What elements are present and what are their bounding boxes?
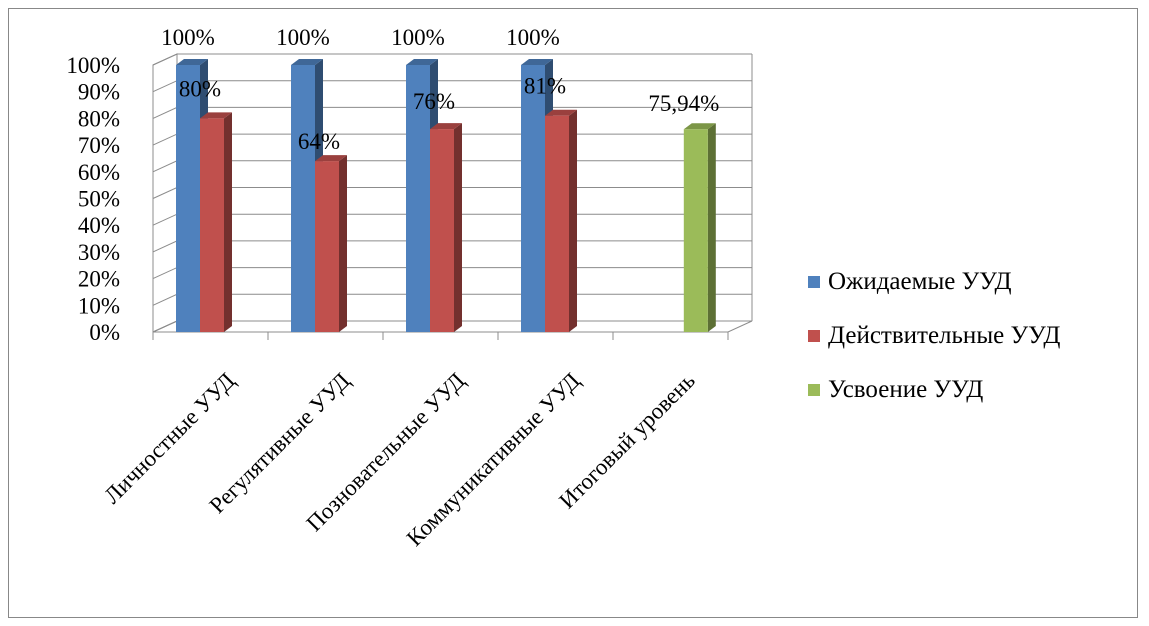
data-label: 100% xyxy=(161,25,215,50)
bar-top xyxy=(406,59,438,65)
legend-label-mastery: Усвоение УУД xyxy=(828,376,984,403)
legend-label-expected: Ожидаемые УУД xyxy=(828,268,1012,295)
bar xyxy=(521,65,545,332)
bar xyxy=(430,129,454,332)
data-label: 100% xyxy=(276,25,330,50)
bar-side xyxy=(224,112,232,333)
y-tick-label: 0% xyxy=(89,320,120,345)
legend-item-expected: Ожидаемые УУД xyxy=(808,255,1060,309)
legend-swatch-expected xyxy=(808,276,820,288)
bar-side xyxy=(569,109,577,332)
y-tick-label: 40% xyxy=(78,213,120,238)
bar-top xyxy=(200,112,232,119)
y-tick-label: 20% xyxy=(78,267,120,292)
bar-top xyxy=(521,59,553,65)
y-tick-label: 70% xyxy=(78,133,120,158)
data-label: 80% xyxy=(179,76,221,101)
bar-top xyxy=(683,123,716,130)
legend-item-mastery: Усвоение УУД xyxy=(808,363,1060,417)
legend-label-actual: Действительные УУД xyxy=(828,322,1061,349)
bar-top xyxy=(545,109,577,116)
bar xyxy=(545,115,569,332)
bar-side xyxy=(454,123,462,332)
y-tick-label: 10% xyxy=(78,293,120,318)
y-tick-label: 50% xyxy=(78,187,120,212)
legend-item-actual: Действительные УУД xyxy=(808,309,1060,363)
legend-swatch-mastery xyxy=(808,384,820,396)
bar-top xyxy=(291,59,323,65)
data-label: 100% xyxy=(391,25,445,50)
bar-top xyxy=(176,59,208,65)
bar xyxy=(176,65,200,332)
data-label: 75,94% xyxy=(648,91,719,116)
bar-side xyxy=(707,123,716,332)
bar-top xyxy=(315,155,347,162)
bar xyxy=(406,65,430,332)
data-label: 100% xyxy=(506,25,560,50)
gridline xyxy=(152,53,752,66)
bar xyxy=(315,161,339,332)
chart-legend: Ожидаемые УУД Действительные УУД Усвоени… xyxy=(808,255,1060,417)
data-label: 81% xyxy=(524,74,566,99)
bar xyxy=(291,65,315,332)
bar xyxy=(200,118,224,333)
data-label: 76% xyxy=(413,89,455,114)
bar-side xyxy=(339,155,347,332)
legend-swatch-actual xyxy=(808,330,820,342)
y-tick-label: 80% xyxy=(78,106,120,131)
y-tick-label: 60% xyxy=(78,160,120,185)
bar xyxy=(683,129,708,332)
bar-top xyxy=(430,123,462,130)
y-tick-label: 100% xyxy=(66,53,120,78)
y-tick-label: 30% xyxy=(78,240,120,265)
data-label: 64% xyxy=(298,129,340,154)
y-tick-label: 90% xyxy=(78,80,120,105)
